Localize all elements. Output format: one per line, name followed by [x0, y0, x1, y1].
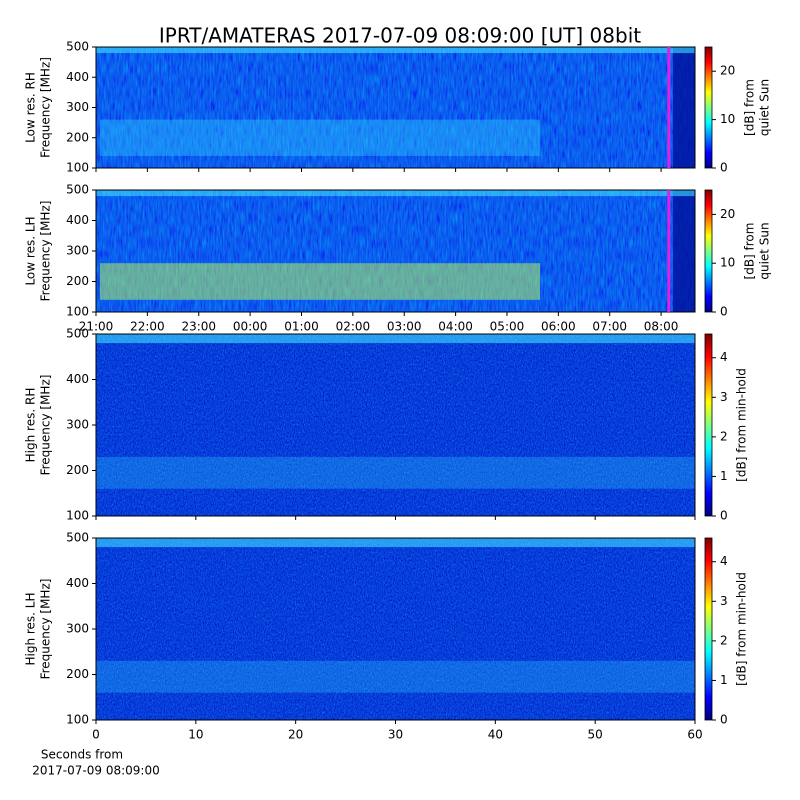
x-tick-label: 0 — [92, 728, 100, 742]
x-tick-label: 60 — [687, 728, 702, 742]
colorbar-tick-label: 4 — [720, 554, 728, 568]
colorbar-tick-label: 1 — [720, 673, 728, 687]
y-tick-label: 300 — [66, 418, 89, 432]
x-tick-label: 06:00 — [541, 320, 576, 334]
colorbar-label: quiet Sun — [758, 79, 772, 136]
chart-title: IPRT/AMATERAS 2017-07-09 08:09:00 [UT] 0… — [159, 24, 641, 48]
colorbar-tick-label: 20 — [720, 207, 735, 221]
y-tick-label: 500 — [66, 327, 89, 341]
colorbar-tick-label: 2 — [720, 429, 728, 443]
colorbar-tick-label: 10 — [720, 256, 735, 270]
x-tick-label: 01:00 — [284, 320, 319, 334]
colorbar-tick-label: 1 — [720, 469, 728, 483]
y-axis-label: Frequency [MHz] — [39, 201, 53, 302]
x-tick-label: 50 — [588, 728, 603, 742]
y-tick-label: 200 — [66, 130, 89, 144]
emission-band — [100, 263, 540, 300]
y-tick-label: 400 — [66, 70, 89, 84]
spectrogram-texture — [96, 334, 695, 516]
colorbar — [704, 189, 713, 313]
top-band — [96, 190, 695, 197]
y-tick-label: 300 — [66, 244, 89, 258]
x-tick-label: 05:00 — [490, 320, 525, 334]
y-axis-label: High res. LH — [24, 592, 38, 665]
x-tick-label: 03:00 — [387, 320, 422, 334]
y-tick-label: 100 — [66, 713, 89, 727]
colorbar-tick-label: 2 — [720, 633, 728, 647]
colorbar-tick-label: 3 — [720, 390, 728, 404]
colorbar-label: [dB] from — [743, 79, 757, 136]
spectrogram-texture — [96, 47, 695, 168]
colorbar-tick-label: 0 — [720, 305, 728, 319]
x-tick-label: 23:00 — [181, 320, 216, 334]
y-axis-label: High res. RH — [24, 388, 38, 463]
top-band — [96, 334, 695, 344]
colorbar-tick-label: 0 — [720, 713, 728, 727]
x-tick-label: 22:00 — [130, 320, 165, 334]
y-tick-label: 400 — [66, 372, 89, 386]
colorbar — [704, 46, 713, 169]
colorbar-label: quiet Sun — [758, 222, 772, 279]
x-axis-label: 2017-07-09 08:09:00 — [32, 764, 159, 778]
y-axis-label: Frequency [MHz] — [39, 579, 53, 680]
emission-band — [96, 660, 695, 693]
colorbar-tick-label: 4 — [720, 350, 728, 364]
y-tick-label: 400 — [66, 576, 89, 590]
colorbar — [704, 333, 713, 517]
x-tick-label: 00:00 — [233, 320, 268, 334]
colorbar — [704, 537, 713, 721]
colorbar-tick-label: 10 — [720, 112, 735, 126]
y-tick-label: 100 — [66, 161, 89, 175]
x-tick-label: 30 — [388, 728, 403, 742]
right-edge — [673, 190, 695, 312]
colorbar-label: [dB] from min-hold — [735, 572, 749, 686]
x-tick-label: 02:00 — [336, 320, 371, 334]
y-tick-label: 100 — [66, 305, 89, 319]
colorbar-tick-label: 0 — [720, 509, 728, 523]
x-tick-label: 40 — [488, 728, 503, 742]
x-tick-label: 04:00 — [438, 320, 473, 334]
colorbar-label: [dB] from — [743, 223, 757, 280]
y-tick-label: 500 — [66, 40, 89, 54]
y-tick-label: 500 — [66, 531, 89, 545]
x-tick-label: 21:00 — [79, 320, 114, 334]
x-tick-label: 10 — [188, 728, 203, 742]
colorbar-tick-label: 3 — [720, 594, 728, 608]
y-axis-label: Frequency [MHz] — [39, 375, 53, 476]
y-tick-label: 100 — [66, 509, 89, 523]
spectrogram-texture — [96, 538, 695, 720]
colorbar-tick-label: 20 — [720, 64, 735, 78]
x-tick-label: 07:00 — [592, 320, 627, 334]
colorbar-tick-label: 0 — [720, 161, 728, 175]
y-axis-label: Low res. RH — [24, 72, 38, 143]
x-axis-label: Seconds from — [41, 748, 123, 762]
y-tick-label: 200 — [66, 463, 89, 477]
y-tick-label: 400 — [66, 213, 89, 227]
y-tick-label: 300 — [66, 100, 89, 114]
top-band — [96, 538, 695, 548]
y-tick-label: 200 — [66, 274, 89, 288]
y-axis-label: Low res. LH — [24, 216, 38, 285]
y-tick-label: 200 — [66, 667, 89, 681]
colorbar-label: [dB] from min-hold — [735, 368, 749, 482]
x-tick-label: 08:00 — [644, 320, 679, 334]
right-edge — [673, 47, 695, 168]
emission-band — [96, 456, 695, 489]
top-band — [96, 47, 695, 54]
x-tick-label: 20 — [288, 728, 303, 742]
emission-band — [100, 119, 540, 156]
y-tick-label: 300 — [66, 622, 89, 636]
y-tick-label: 500 — [66, 183, 89, 197]
y-axis-label: Frequency [MHz] — [39, 57, 53, 158]
